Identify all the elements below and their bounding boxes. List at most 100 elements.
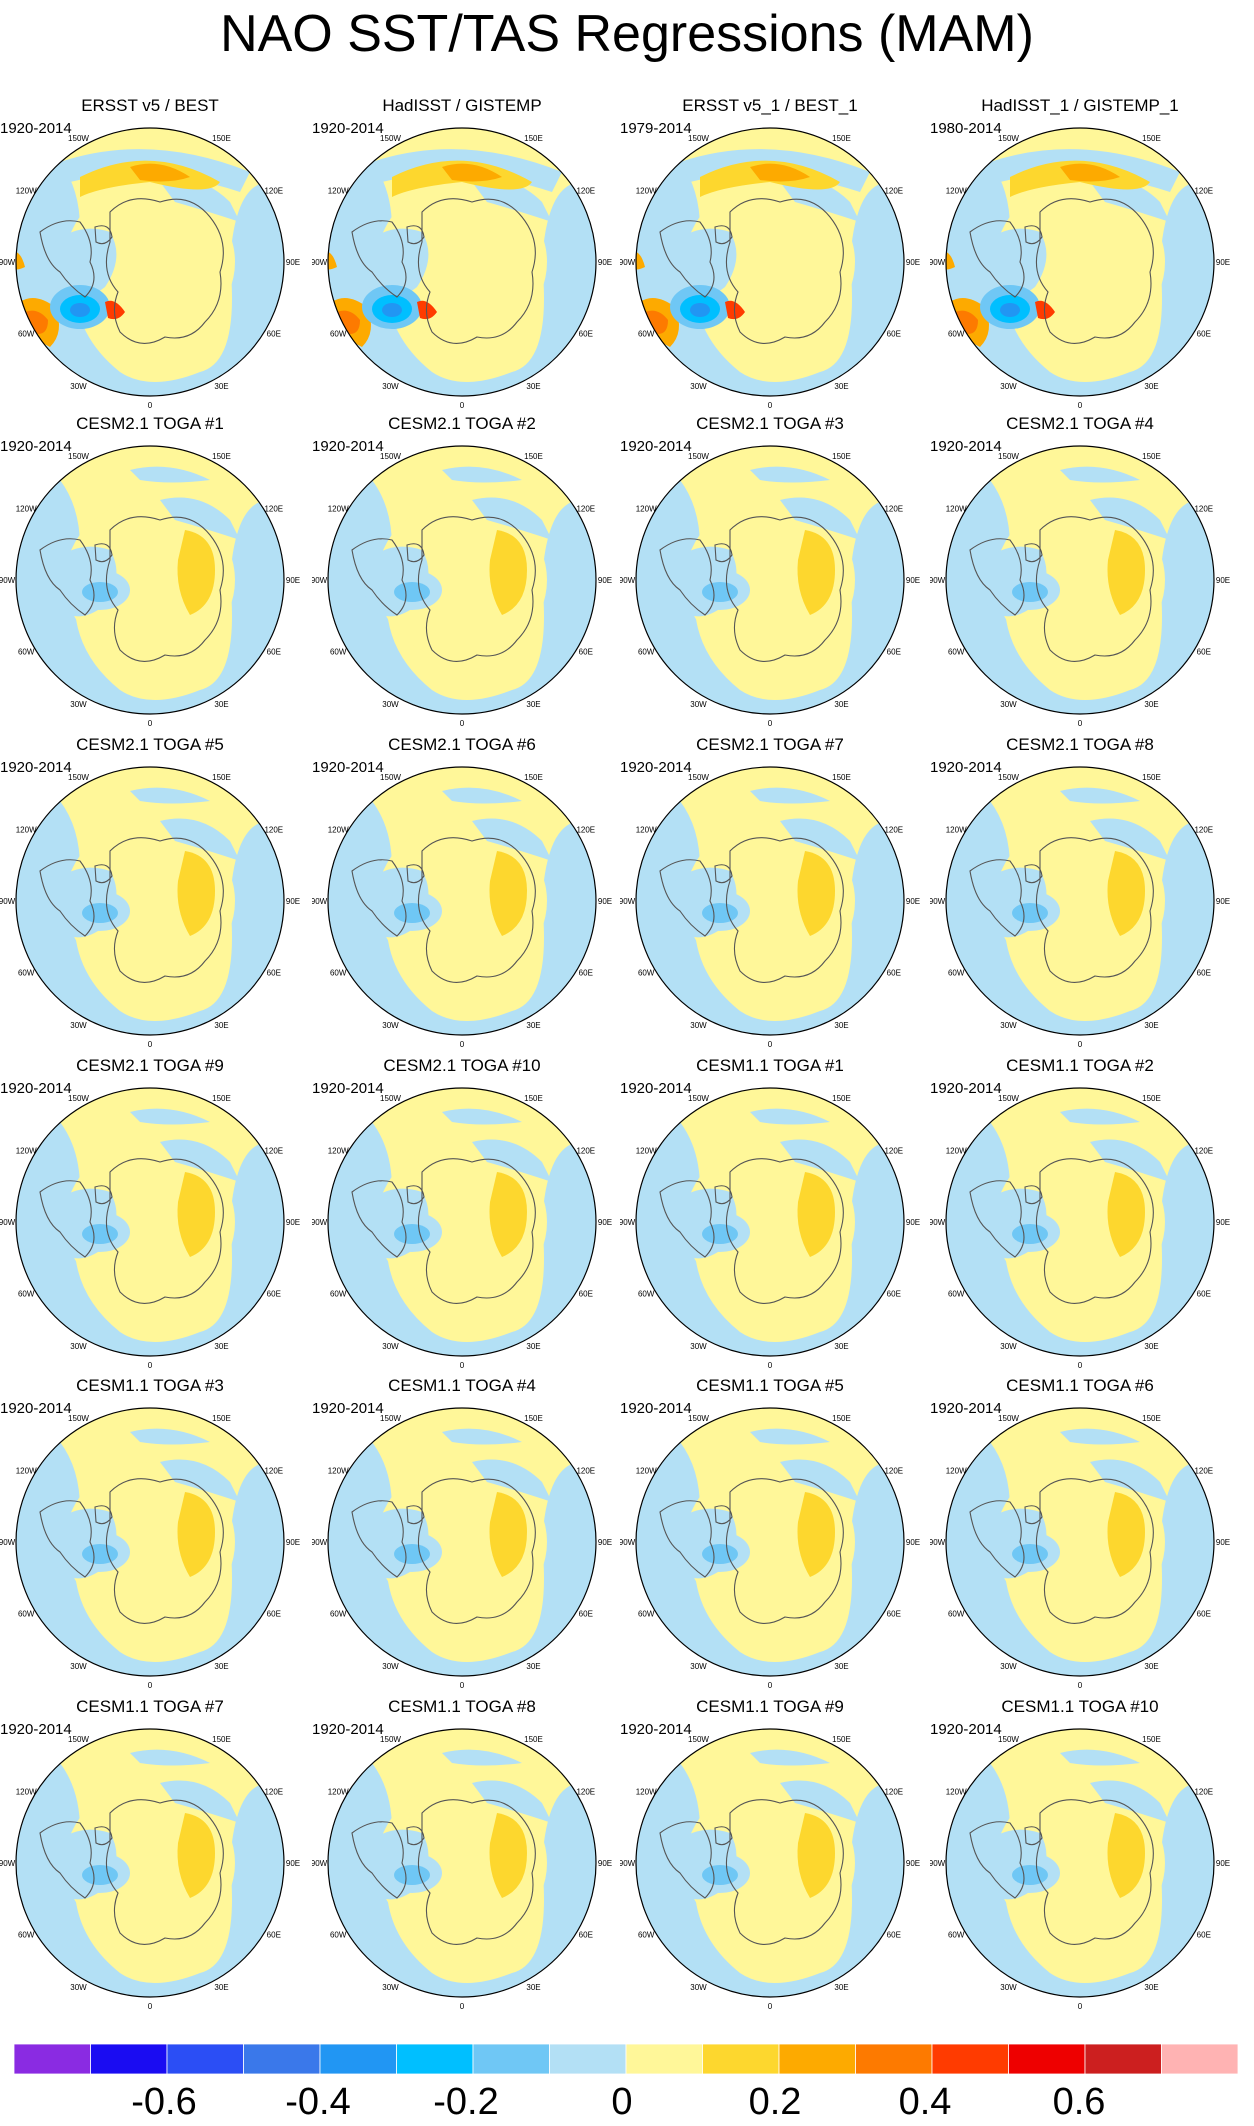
coastline xyxy=(39,1799,224,1945)
polar-stereographic-map: 180 150E 120E 90E 60E 30E 0 30W 60W 90W 120W 150W xyxy=(312,122,612,410)
longitude-label: 0 xyxy=(1078,1040,1083,1049)
panel-period: 1920-2014 xyxy=(930,1400,1002,1417)
longitude-label: 180 xyxy=(143,1082,157,1084)
negative-region xyxy=(1060,1428,1140,1445)
panel-title: CESM2.1 TOGA #3 xyxy=(696,414,844,433)
negative-region xyxy=(442,1749,522,1766)
positive-anomaly xyxy=(797,1492,835,1577)
panel-period: 1920-2014 xyxy=(312,1721,384,1738)
longitude-label: 60W xyxy=(330,969,347,978)
longitude-label: 90E xyxy=(598,258,612,267)
negative-anomaly xyxy=(82,1224,118,1244)
longitude-label: 120E xyxy=(1194,505,1213,514)
negative-region xyxy=(780,179,860,222)
map-panel: CESM1.1 TOGA #7 180 150E 120E 90E 60E 30E 0 30W 6… xyxy=(0,1697,300,2017)
longitude-label: 30W xyxy=(70,1021,87,1030)
longitude-label: 150W xyxy=(380,773,401,782)
panel-title: CESM2.1 TOGA #2 xyxy=(388,414,536,433)
longitude-label: 150W xyxy=(68,452,89,461)
longitude-label: 90E xyxy=(286,1538,300,1547)
negative-region xyxy=(1060,787,1140,804)
positive-anomaly xyxy=(797,530,835,615)
panel-period: 1920-2014 xyxy=(930,1080,1002,1097)
longitude-label: 90E xyxy=(286,1859,300,1868)
colorbar-tick-label: 0 xyxy=(611,2081,633,2123)
panel-title: CESM1.1 TOGA #2 xyxy=(1006,1056,1154,1075)
longitude-label: 180 xyxy=(143,440,157,442)
longitude-label: 60E xyxy=(579,1931,593,1940)
longitude-label: 90E xyxy=(598,897,612,906)
map-boundary xyxy=(945,1407,1215,1677)
longitude-label: 120E xyxy=(264,1467,283,1476)
map-boundary xyxy=(635,127,905,397)
longitude-label: 60E xyxy=(887,330,901,339)
longitude-label: 0 xyxy=(460,2002,465,2011)
negative-region xyxy=(780,497,860,540)
colorbar-swatch xyxy=(319,2044,397,2074)
positive-anomaly xyxy=(489,1813,527,1898)
longitude-label: 150E xyxy=(1142,452,1161,461)
longitude-label: 150W xyxy=(380,452,401,461)
map-panel: HadISST / GISTEMP 180 150E 120E 90E 60E 30E 0 30… xyxy=(312,96,612,416)
negative-anomaly xyxy=(702,1544,738,1564)
map-panel: ERSST v5 / BEST 180 150E 120E 90E 60E 30E 0 30W 6… xyxy=(0,96,300,416)
negative-anomaly xyxy=(1012,1224,1048,1244)
negative-anomaly xyxy=(1012,903,1048,923)
map-boundary xyxy=(327,1407,597,1677)
polar-stereographic-map: 180 150E 120E 90E 60E 30E 0 30W 60W 90W 120W 150W xyxy=(0,1723,300,2011)
map-boundary xyxy=(945,766,1215,1036)
longitude-label: 90W xyxy=(0,1538,16,1547)
longitude-label: 120W xyxy=(328,1788,349,1797)
polar-stereographic-map: 180 150E 120E 90E 60E 30E 0 30W 60W 90W 120W 150W xyxy=(312,440,612,728)
longitude-label: 30E xyxy=(526,1021,540,1030)
panel-title: CESM1.1 TOGA #7 xyxy=(76,1697,224,1716)
polar-stereographic-map: 180 150E 120E 90E 60E 30E 0 30W 60W 90W 120W 150W xyxy=(620,122,920,410)
longitude-label: 60W xyxy=(330,648,347,657)
panel-title: CESM1.1 TOGA #3 xyxy=(76,1376,224,1395)
negative-anomaly xyxy=(702,1865,738,1885)
negative-anomaly xyxy=(394,903,430,923)
negative-anomaly xyxy=(702,1224,738,1244)
longitude-label: 120E xyxy=(1194,187,1213,196)
positive-anomaly xyxy=(489,530,527,615)
panel-period: 1920-2014 xyxy=(312,438,384,455)
longitude-label: 60E xyxy=(1197,1931,1211,1940)
longitude-label: 180 xyxy=(143,761,157,763)
coastline xyxy=(659,1799,844,1945)
colorbar-swatch xyxy=(472,2044,550,2074)
longitude-label: 120E xyxy=(576,1147,595,1156)
negative-region xyxy=(130,787,210,804)
negative-anomaly xyxy=(1012,1544,1048,1564)
coastline xyxy=(659,516,844,662)
longitude-label: 180 xyxy=(455,440,469,442)
longitude-label: 60W xyxy=(18,969,35,978)
panel-title: CESM2.1 TOGA #7 xyxy=(696,735,844,754)
longitude-label: 30E xyxy=(526,1662,540,1671)
map-boundary xyxy=(15,766,285,1036)
longitude-label: 60W xyxy=(638,1931,655,1940)
longitude-label: 30W xyxy=(690,1021,707,1030)
longitude-label: 120E xyxy=(884,1147,903,1156)
positive-anomaly xyxy=(489,1172,527,1257)
polar-stereographic-map: 180 150E 120E 90E 60E 30E 0 30W 60W 90W 120W 150W xyxy=(0,1402,300,1690)
longitude-label: 180 xyxy=(763,122,777,124)
longitude-label: 120W xyxy=(16,1467,37,1476)
longitude-label: 90W xyxy=(620,897,636,906)
negative-anomaly xyxy=(1012,1865,1048,1885)
panel-period: 1920-2014 xyxy=(620,1400,692,1417)
polar-stereographic-map: 180 150E 120E 90E 60E 30E 0 30W 60W 90W 120W 150W xyxy=(0,122,300,410)
longitude-label: 60E xyxy=(267,1610,281,1619)
coastline xyxy=(659,198,844,344)
negative-region xyxy=(472,179,552,222)
colorbar-swatch xyxy=(931,2044,1009,2074)
map-panel: CESM1.1 TOGA #2 180 150E 120E 90E 60E 30E 0 30W 6… xyxy=(930,1056,1230,1376)
map-panel: CESM1.1 TOGA #4 180 150E 120E 90E 60E 30E 0 30W 6… xyxy=(312,1376,612,1696)
polar-stereographic-map: 180 150E 120E 90E 60E 30E 0 30W 60W 90W 120W 150W xyxy=(930,1723,1230,2011)
panel-title: CESM1.1 TOGA #6 xyxy=(1006,1376,1154,1395)
positive-anomaly xyxy=(417,300,437,320)
negative-region xyxy=(160,179,240,222)
positive-anomaly xyxy=(489,1492,527,1577)
panel-period: 1920-2014 xyxy=(0,438,72,455)
longitude-label: 90W xyxy=(930,1538,946,1547)
map-boundary xyxy=(15,1087,285,1357)
